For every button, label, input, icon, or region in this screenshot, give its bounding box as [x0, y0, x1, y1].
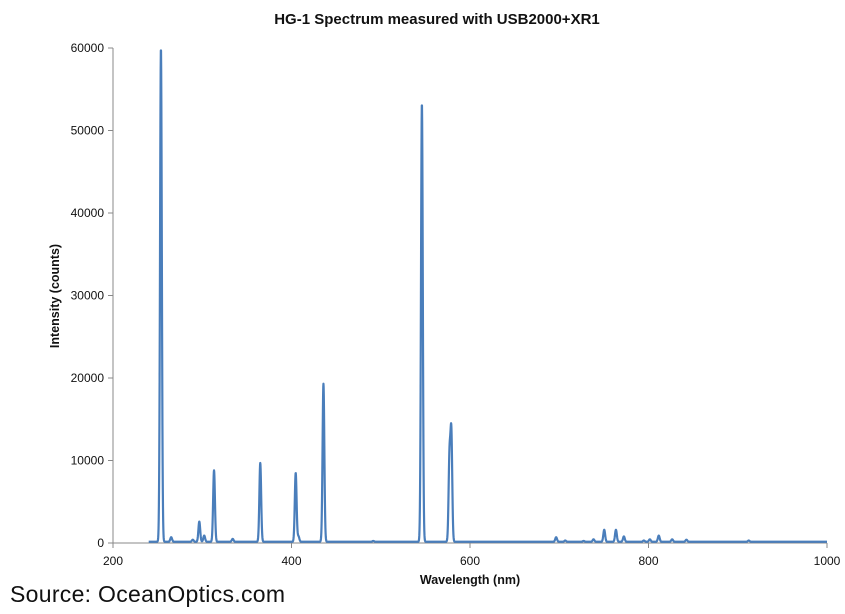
y-tick-label: 40000	[71, 206, 105, 220]
y-axis-title: Intensity (counts)	[48, 244, 62, 348]
source-note: Source: OceanOptics.com	[10, 581, 286, 607]
x-tick-label: 1000	[814, 554, 841, 568]
x-tick-label: 400	[281, 554, 301, 568]
y-tick-label: 20000	[71, 371, 105, 385]
y-tick-label: 30000	[71, 289, 105, 303]
x-axis-title: Wavelength (nm)	[420, 573, 520, 587]
spectrum-line	[147, 49, 828, 543]
y-tick-label: 10000	[71, 454, 105, 468]
x-tick-label: 200	[103, 554, 123, 568]
y-tick-label: 0	[97, 536, 104, 550]
tick-labels: 0 10000 20000 30000 40000 50000 60000 200 400 600…	[71, 41, 841, 568]
x-tick-label: 600	[460, 554, 480, 568]
y-tick-label: 50000	[71, 124, 105, 138]
y-tick-label: 60000	[71, 41, 105, 55]
chart-title: HG-1 Spectrum measured with USB2000+XR1	[274, 11, 600, 28]
x-tick-label: 800	[638, 554, 658, 568]
axes	[108, 47, 828, 548]
